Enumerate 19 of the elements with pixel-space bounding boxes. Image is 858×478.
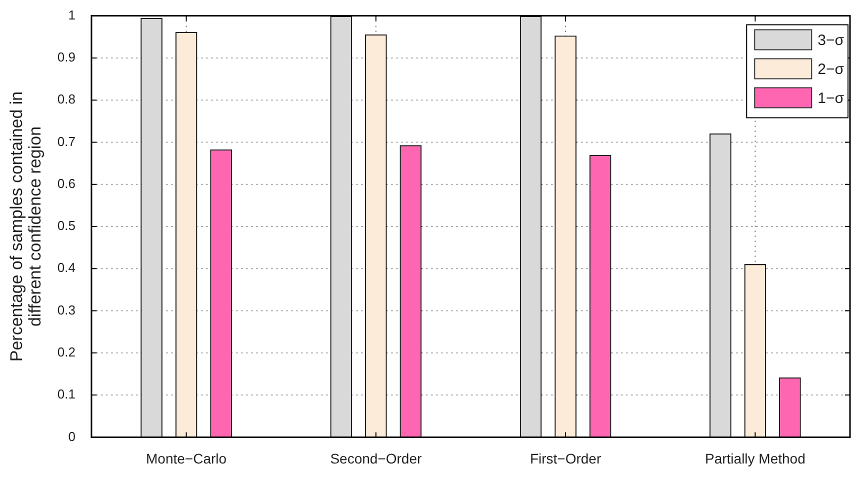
y-tick-label: 0.8 [57, 92, 76, 107]
y-tick-label: 0.4 [57, 260, 76, 276]
y-tick-label: 0.2 [57, 344, 76, 360]
y-tick-label: 0.6 [57, 176, 76, 191]
x-tick-label: Second−Order [330, 450, 422, 466]
y-tick-label: 0.3 [57, 302, 76, 318]
y-tick-label: 1 [68, 7, 76, 22]
legend-label: 3−σ [818, 32, 845, 49]
legend-label: 2−σ [818, 60, 845, 78]
x-tick-label: First−Order [530, 450, 602, 466]
x-tick-label: Partially Method [704, 450, 806, 466]
x-tick-label: Monte−Carlo [146, 450, 227, 466]
y-tick-label: 0 [68, 428, 76, 444]
y-axis-title: Percentage of samples contained in different confidence region [7, 91, 45, 362]
legend-label: 1−σ [818, 90, 845, 107]
y-tick-label: 0.7 [57, 134, 76, 149]
y-tick-label: 0.5 [57, 218, 76, 234]
y-tick-label: 0.1 [57, 386, 76, 402]
y-tick-label: 0.9 [57, 50, 76, 65]
